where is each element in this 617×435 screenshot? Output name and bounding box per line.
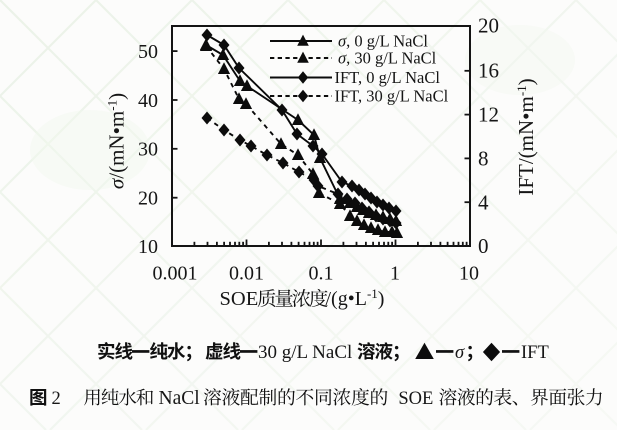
svg-text:0.001: 0.001 xyxy=(153,263,198,285)
svg-text:1: 1 xyxy=(390,263,400,285)
svg-text:4: 4 xyxy=(478,190,489,214)
svg-text:20: 20 xyxy=(138,188,158,210)
svg-text:10: 10 xyxy=(459,263,479,285)
svg-text:SOE: SOE xyxy=(220,288,259,310)
svg-text:NaCl: NaCl xyxy=(159,388,201,409)
svg-text:SOE: SOE xyxy=(398,389,433,409)
svg-text:σ, 0 g/L NaCl: σ, 0 g/L NaCl xyxy=(338,32,428,51)
svg-text:30: 30 xyxy=(138,139,158,161)
svg-text:2: 2 xyxy=(52,389,61,409)
svg-text:10: 10 xyxy=(138,236,158,258)
svg-text:/(g•L-1): /(g•L-1) xyxy=(326,286,385,310)
svg-text:30 g/L NaCl: 30 g/L NaCl xyxy=(258,342,352,363)
svg-text:IFT/(mN•m-1): IFT/(mN•m-1) xyxy=(514,78,538,195)
svg-text:8: 8 xyxy=(478,146,489,170)
svg-text:20: 20 xyxy=(478,13,499,37)
svg-text:0: 0 xyxy=(478,234,489,258)
svg-text:0.01: 0.01 xyxy=(229,263,264,285)
svg-text:16: 16 xyxy=(478,58,499,82)
svg-text:IFT, 30 g/L NaCl: IFT, 30 g/L NaCl xyxy=(335,87,449,106)
svg-text:IFT: IFT xyxy=(521,343,549,363)
svg-text:40: 40 xyxy=(138,90,158,112)
svg-text:12: 12 xyxy=(478,102,499,126)
svg-text:IFT, 0 g/L NaCl: IFT, 0 g/L NaCl xyxy=(335,68,441,87)
svg-text:50: 50 xyxy=(138,41,158,63)
svg-text:0.1: 0.1 xyxy=(309,263,334,285)
svg-text:σ: σ xyxy=(455,343,465,363)
svg-text:σ, 30 g/L NaCl: σ, 30 g/L NaCl xyxy=(338,49,437,68)
